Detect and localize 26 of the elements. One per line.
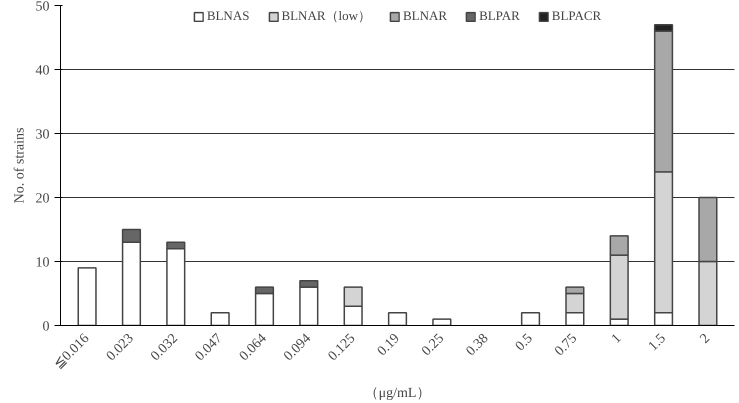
- x-tick-label: 0.19: [374, 331, 403, 360]
- bar: [77, 267, 97, 326]
- x-tick-label: 0.38: [464, 331, 492, 360]
- x-tick-label: 1: [608, 331, 625, 347]
- bar: [432, 318, 452, 326]
- legend-label: BLNAR（low）: [281, 7, 372, 25]
- y-tick-label: 10: [36, 256, 50, 270]
- bar: [520, 312, 540, 326]
- y-tick-label: 20: [36, 192, 50, 206]
- legend-label: BLPAR: [479, 8, 520, 24]
- y-tick-label: 0: [42, 320, 50, 334]
- x-tick-label: 0.75: [552, 331, 580, 360]
- y-tick-label: 50: [36, 0, 50, 14]
- bar: [210, 312, 230, 326]
- bar: [388, 312, 408, 326]
- y-tick-label: 40: [36, 64, 50, 78]
- legend-label: BLNAR: [403, 8, 448, 24]
- x-tick-label: 1.5: [646, 331, 669, 354]
- y-tick-label: 30: [36, 128, 50, 142]
- y-axis-title: No. of strains: [12, 128, 28, 204]
- x-tick-label: 0.5: [512, 331, 536, 354]
- legend-label: BLNAS: [206, 8, 250, 24]
- legend-label: BLPACR: [552, 8, 602, 24]
- x-tick-label: 0.25: [419, 331, 448, 360]
- x-tick-label: 2: [698, 331, 714, 347]
- x-axis-title: （μg/mL）: [364, 386, 430, 401]
